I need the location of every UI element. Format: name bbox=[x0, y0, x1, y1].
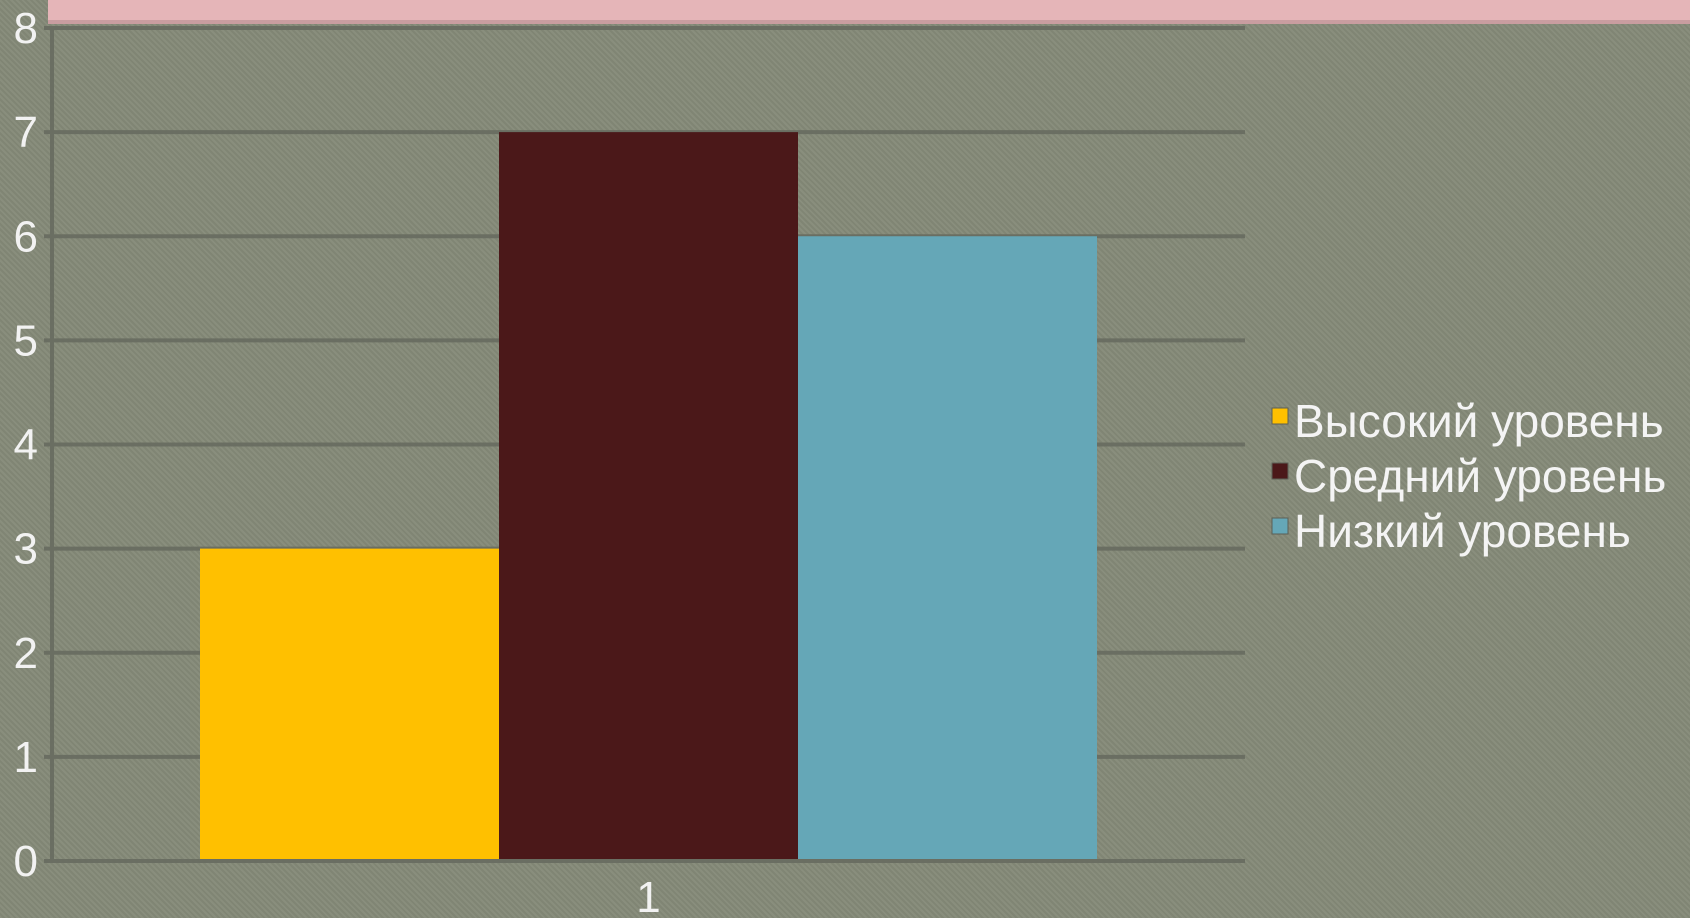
legend-label-3: Низкий уровень bbox=[1294, 505, 1631, 557]
legend-swatch-1 bbox=[1271, 407, 1289, 425]
legend-swatch-3 bbox=[1271, 517, 1289, 535]
y-tick-label-7: 7 bbox=[14, 108, 38, 157]
y-tick-label-5: 5 bbox=[14, 316, 38, 365]
bar-1-cat-1 bbox=[200, 548, 499, 861]
legend-label-2: Средний уровень bbox=[1294, 450, 1666, 502]
x-tick-label-1: 1 bbox=[636, 873, 660, 918]
y-tick-label-3: 3 bbox=[14, 525, 38, 574]
bar-2-cat-1 bbox=[499, 132, 798, 861]
legend-label-1: Высокий уровень bbox=[1294, 395, 1664, 447]
top-band bbox=[48, 0, 1690, 24]
y-tick-label-4: 4 bbox=[14, 421, 38, 470]
legend-swatch-2 bbox=[1271, 462, 1289, 480]
y-tick-label-6: 6 bbox=[14, 212, 38, 261]
y-tick-label-8: 8 bbox=[14, 4, 38, 53]
y-tick-label-2: 2 bbox=[14, 629, 38, 678]
bar-3-cat-1 bbox=[798, 236, 1097, 861]
y-tick-label-0: 0 bbox=[14, 837, 38, 886]
y-tick-label-1: 1 bbox=[14, 733, 38, 782]
